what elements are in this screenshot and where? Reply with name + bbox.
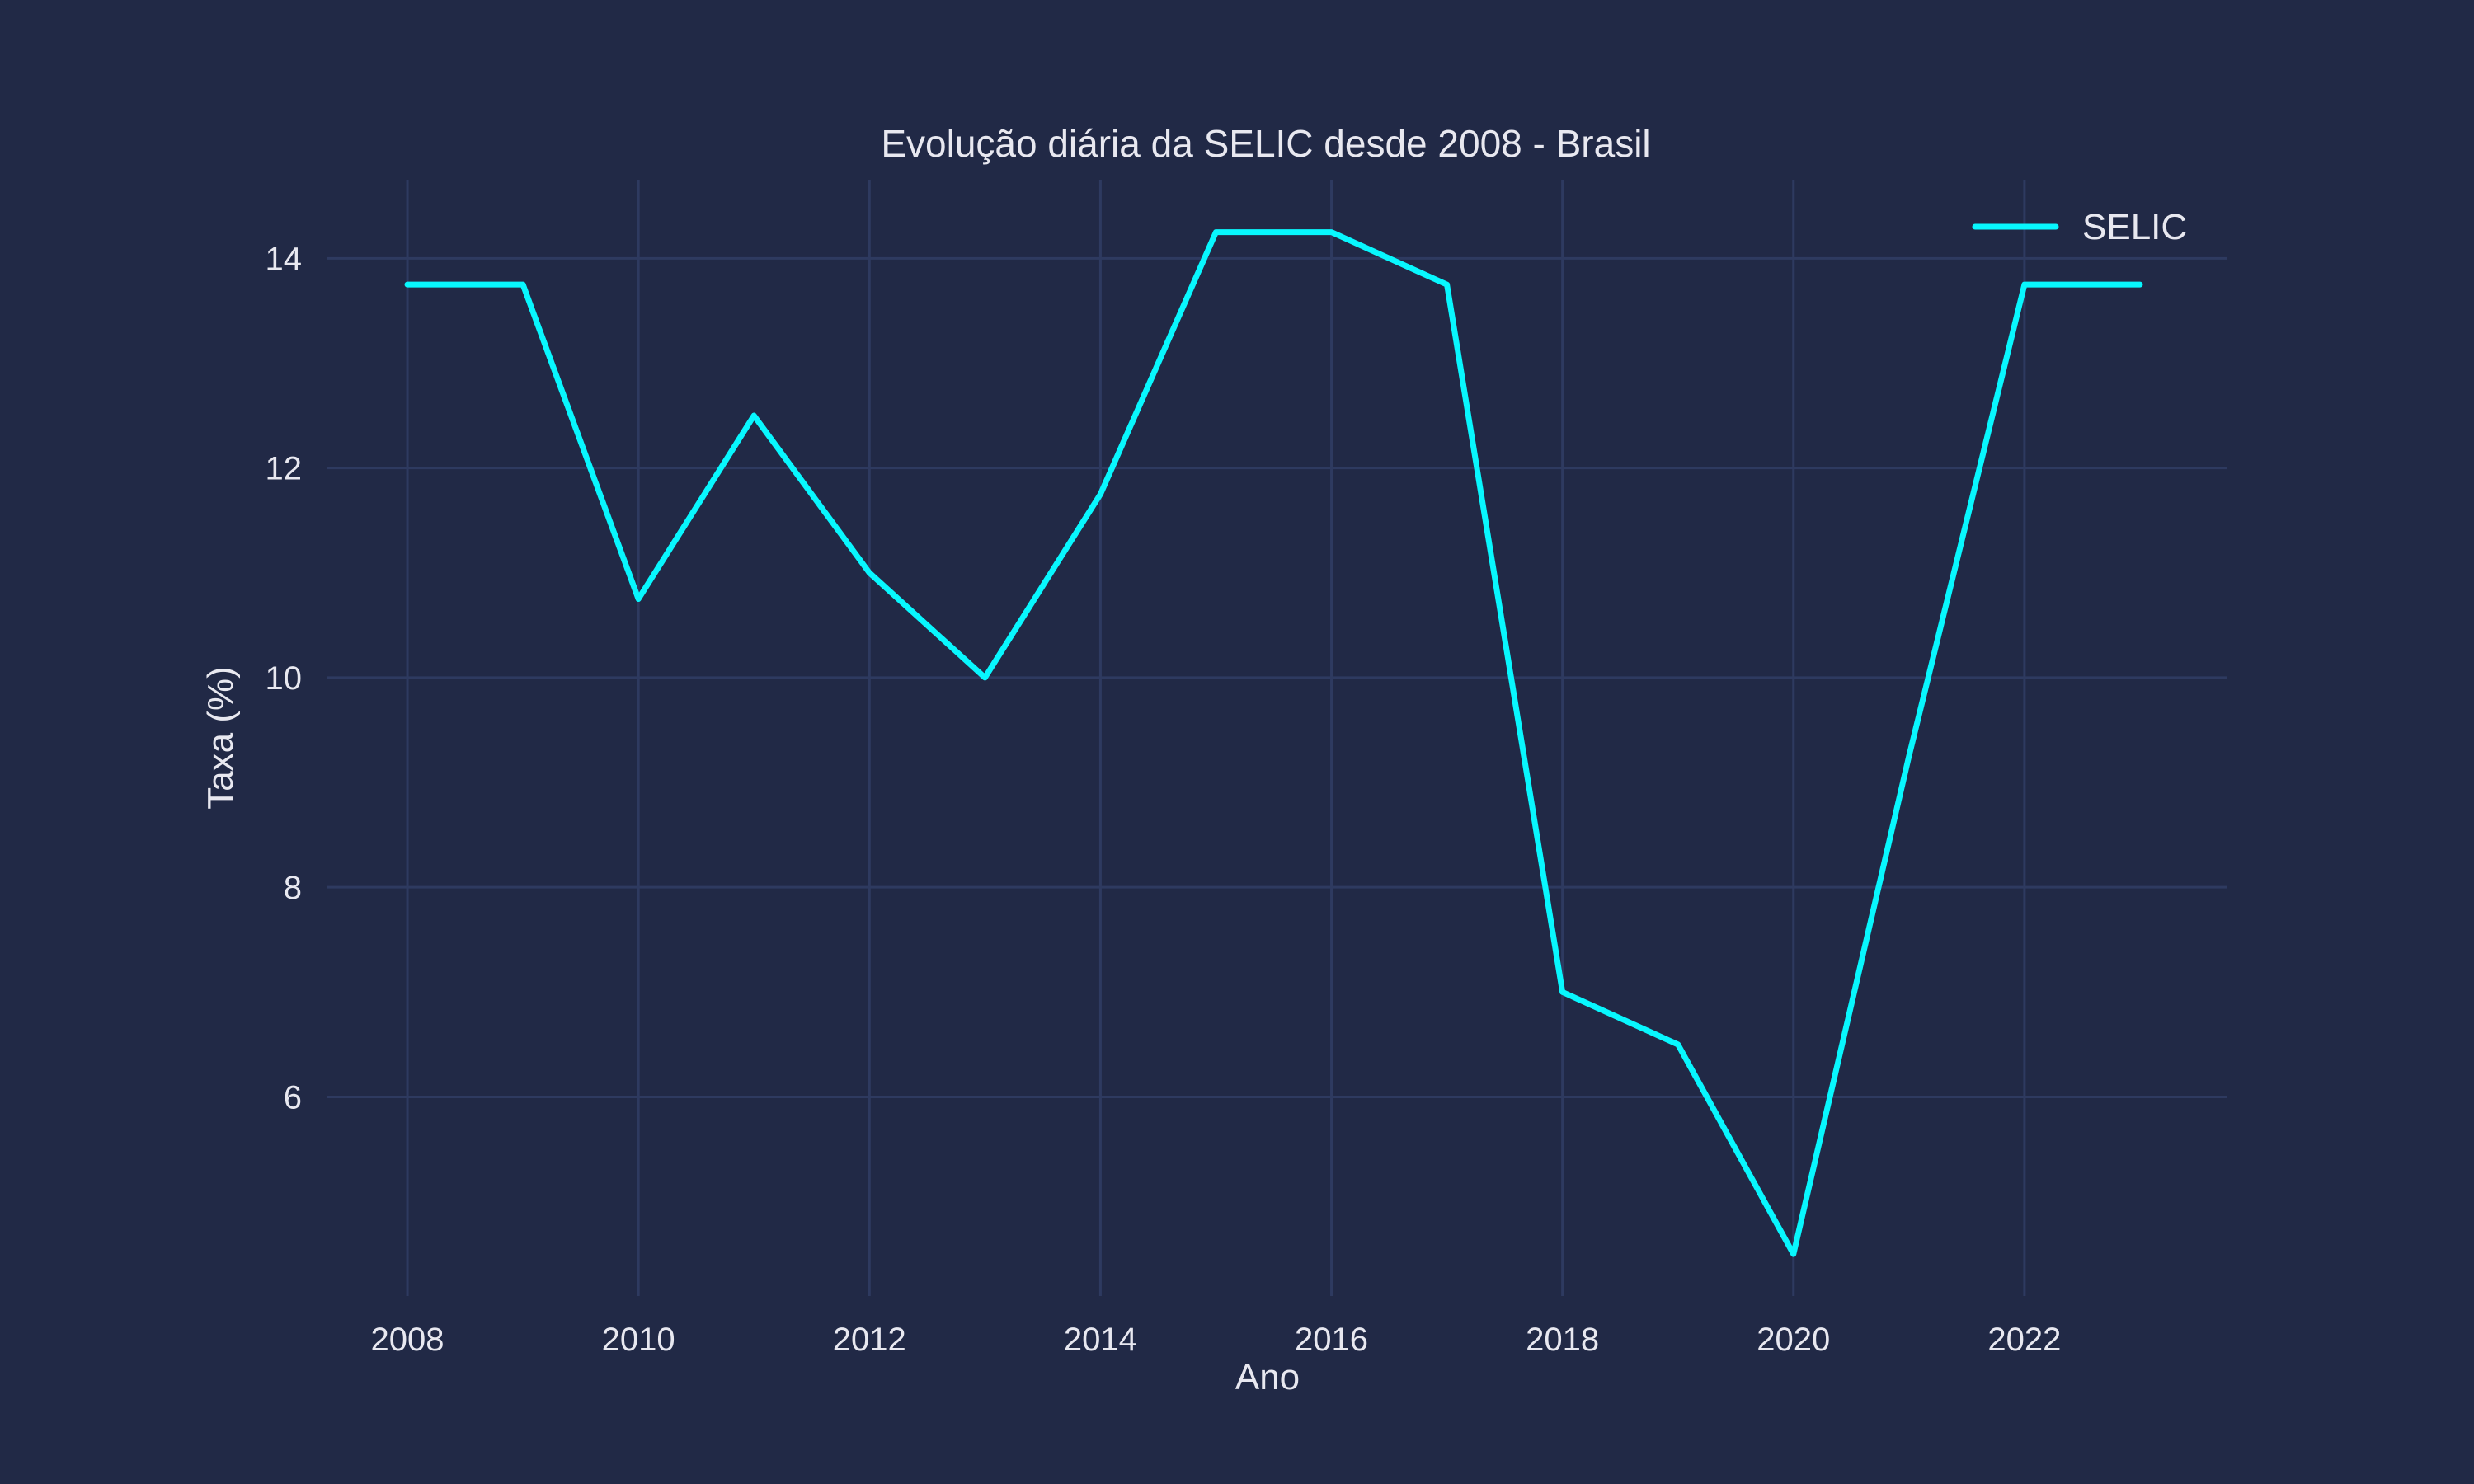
data-point-2023[interactable] [2137, 282, 2142, 288]
y-tick-label-14: 14 [266, 241, 303, 277]
data-point-2021[interactable] [1906, 754, 1912, 759]
x-tick-label-2012: 2012 [833, 1322, 906, 1358]
x-tick-label-2018: 2018 [1526, 1322, 1599, 1358]
data-point-2019[interactable] [1675, 1041, 1681, 1047]
data-point-2011[interactable] [751, 413, 757, 419]
data-point-2015[interactable] [1213, 229, 1219, 235]
data-point-2012[interactable] [867, 570, 872, 575]
data-point-2018[interactable] [1559, 989, 1565, 995]
grid [327, 180, 2227, 1296]
y-tick-label-10: 10 [266, 660, 303, 697]
x-axis-title: Ano [1235, 1357, 1300, 1397]
x-tick-label-2010: 2010 [602, 1322, 675, 1358]
y-axis-title: Taxa (%) [200, 666, 241, 810]
data-point-2014[interactable] [1098, 491, 1103, 497]
x-tick-label-2020: 2020 [1757, 1322, 1830, 1358]
data-point-2010[interactable] [636, 596, 642, 602]
x-tick-label-2022: 2022 [1987, 1322, 2061, 1358]
x-tick-label-2008: 2008 [371, 1322, 444, 1358]
y-tick-label-8: 8 [284, 870, 302, 906]
legend[interactable]: SELIC [1972, 207, 2187, 247]
data-point-2008[interactable] [405, 282, 411, 288]
x-tick-label-2014: 2014 [1064, 1322, 1137, 1358]
data-point-2022[interactable] [2021, 282, 2027, 288]
chart-title: Evolução diária da SELIC desde 2008 - Br… [881, 122, 1650, 165]
legend-label-selic: SELIC [2082, 207, 2187, 247]
tick-labels: 2008 2010 2012 2014 2016 2018 2020 2022 6 8 10 12 14 [266, 241, 2062, 1358]
data-point-2009[interactable] [520, 282, 526, 288]
data-point-2017[interactable] [1444, 282, 1450, 288]
x-tick-label-2016: 2016 [1295, 1322, 1368, 1358]
series-line-selic[interactable] [404, 229, 2143, 1257]
y-tick-label-12: 12 [266, 451, 303, 487]
data-point-2013[interactable] [982, 674, 988, 680]
series-layer [404, 229, 2143, 1257]
data-point-2020[interactable] [1790, 1252, 1796, 1257]
data-point-2016[interactable] [1329, 229, 1334, 235]
y-tick-label-6: 6 [284, 1079, 302, 1115]
